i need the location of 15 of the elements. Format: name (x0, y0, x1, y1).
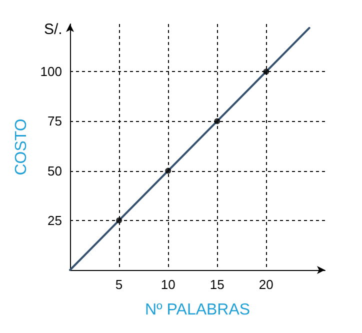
point (263, 68, 270, 75)
x-axis-title: Nº PALABRAS (144, 302, 250, 318)
y-tick-label: 75 (48, 114, 62, 129)
point (214, 118, 220, 124)
text: S/. (44, 21, 62, 38)
y-tick-label: 25 (48, 212, 62, 228)
x-tick-label: 20 (258, 277, 274, 292)
x-tick-label: 5 (115, 277, 123, 292)
point (165, 168, 172, 174)
y-tick-label: 50 (48, 163, 62, 178)
point (116, 217, 122, 224)
y-tick-label: 100 (40, 64, 62, 80)
x-tick-label: 10 (160, 277, 176, 292)
x-tick-label: 15 (210, 277, 224, 292)
y-axis-title: COSTO (12, 118, 30, 176)
